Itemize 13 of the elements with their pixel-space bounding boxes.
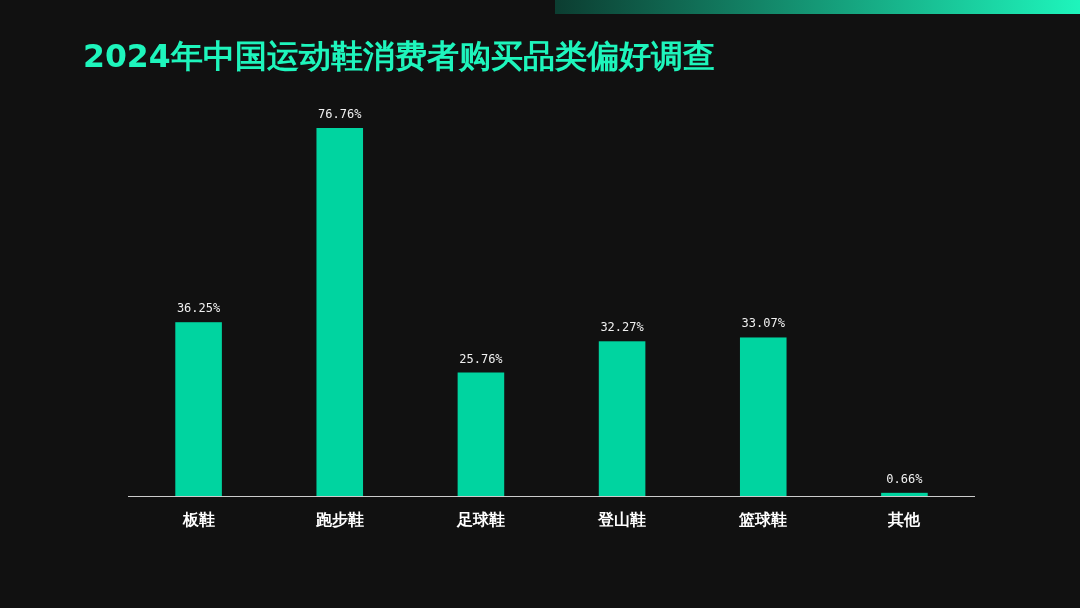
x-tick-label: 篮球鞋 bbox=[738, 511, 788, 529]
data-label: 0.66% bbox=[886, 471, 924, 486]
x-tick-label: 其他 bbox=[887, 511, 922, 529]
x-tick-label: 足球鞋 bbox=[455, 511, 505, 529]
x-tick-label: 登山鞋 bbox=[597, 511, 647, 529]
data-label: 33.07% bbox=[741, 316, 786, 331]
data-label: 76.76% bbox=[318, 107, 363, 121]
data-label: 32.27% bbox=[600, 320, 645, 335]
x-tick-label: 板鞋 bbox=[181, 511, 215, 529]
x-tick-label: 跑步鞋 bbox=[314, 511, 364, 529]
title: 2024年中国运动鞋消费者购买品类偏好调查 bbox=[83, 38, 715, 74]
data-label: 25.76% bbox=[459, 351, 504, 366]
data-label: 36.25% bbox=[176, 301, 222, 316]
